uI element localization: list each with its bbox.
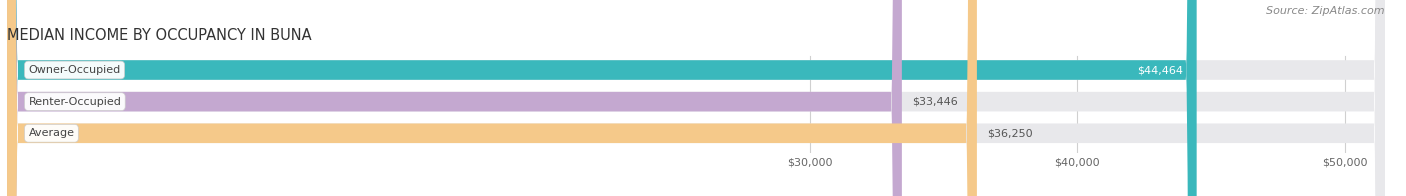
Text: Average: Average [28, 128, 75, 138]
FancyBboxPatch shape [7, 0, 1385, 196]
FancyBboxPatch shape [7, 0, 1197, 196]
Text: $36,250: $36,250 [987, 128, 1033, 138]
Text: Owner-Occupied: Owner-Occupied [28, 65, 121, 75]
Text: Renter-Occupied: Renter-Occupied [28, 97, 121, 107]
Text: $44,464: $44,464 [1137, 65, 1184, 75]
Text: $33,446: $33,446 [912, 97, 959, 107]
FancyBboxPatch shape [7, 0, 1385, 196]
Text: Source: ZipAtlas.com: Source: ZipAtlas.com [1267, 6, 1385, 16]
FancyBboxPatch shape [7, 0, 977, 196]
Text: MEDIAN INCOME BY OCCUPANCY IN BUNA: MEDIAN INCOME BY OCCUPANCY IN BUNA [7, 28, 312, 43]
FancyBboxPatch shape [7, 0, 901, 196]
FancyBboxPatch shape [7, 0, 1385, 196]
